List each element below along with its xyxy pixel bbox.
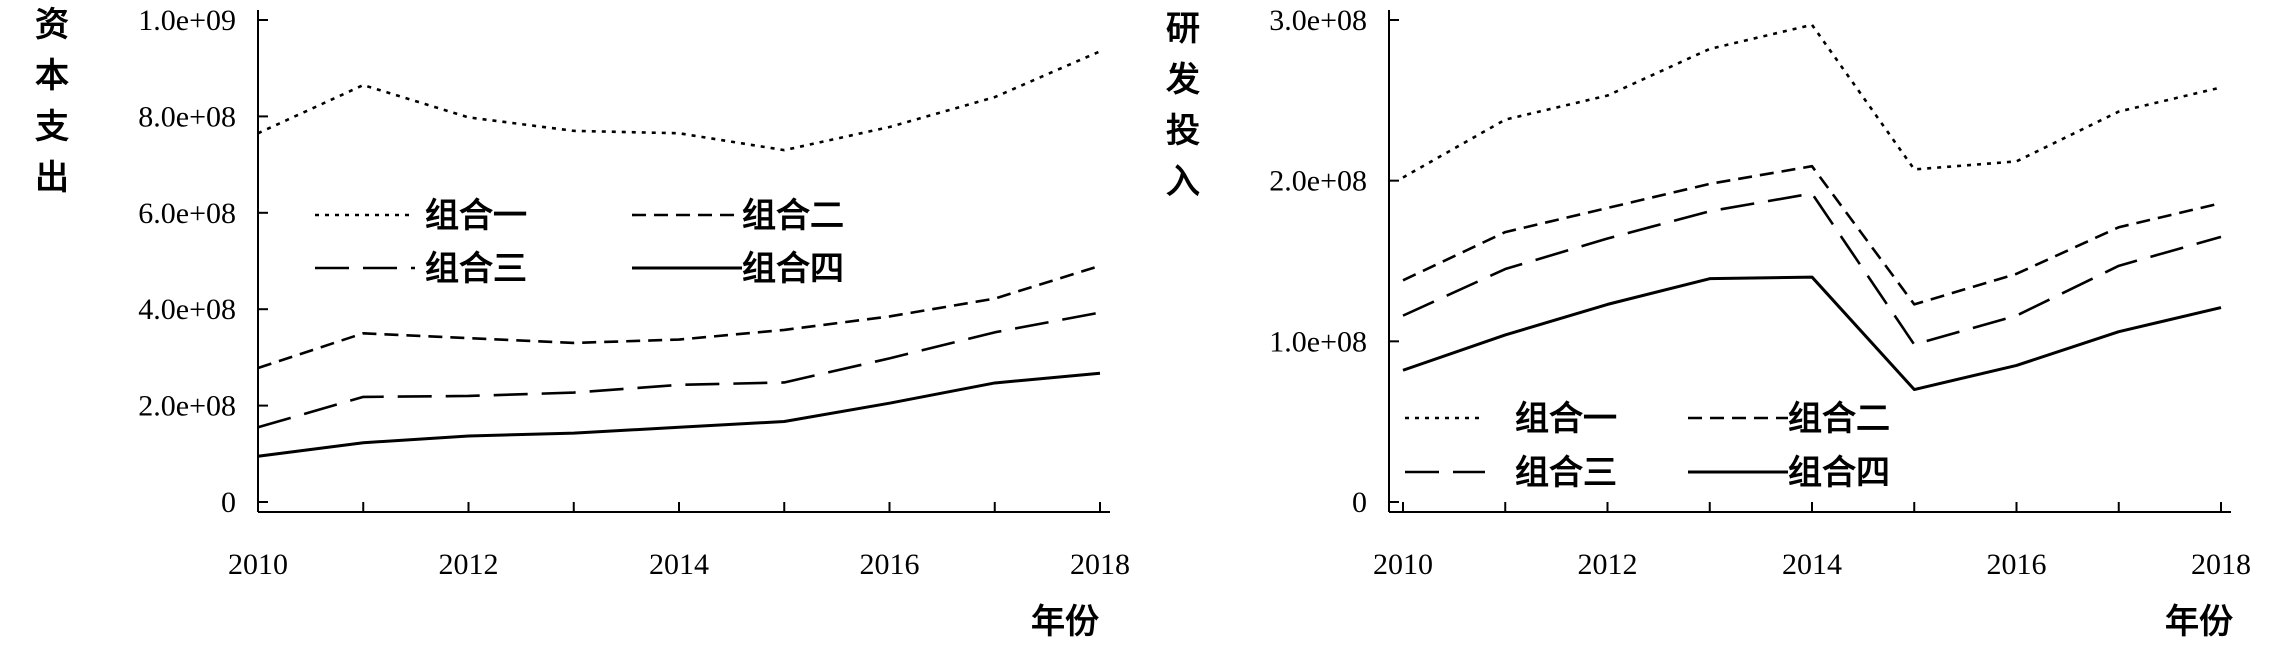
chart2-y-tick-label: 2.0e+08 — [1269, 165, 1367, 198]
chart2-y-tick-label: 0 — [1352, 486, 1367, 519]
chart2-y-axis-label-char: 入 — [1166, 164, 1200, 201]
chart1-x-tick-label: 2010 — [228, 548, 288, 581]
chart2-legend-label-3: 组合三 — [1515, 454, 1617, 492]
chart1-series-line-4 — [257, 371, 1101, 458]
chart1-x-tick-label: 2014 — [649, 548, 709, 581]
chart1-y-tick-label: 4.0e+08 — [138, 293, 236, 326]
chart1-y-tick-label: 1.0e+09 — [138, 4, 236, 37]
chart1-legend-label-4: 组合四 — [742, 250, 844, 288]
chart1-series-line-3 — [257, 311, 1101, 429]
chart1-y-tick-label: 6.0e+08 — [138, 197, 236, 230]
chart1-y-axis-label-char: 资 — [35, 6, 69, 44]
chart1-x-tick-label: 2016 — [860, 548, 920, 581]
chart1-y-axis-label-char: 本 — [35, 57, 69, 95]
chart1-y-tick-label: 8.0e+08 — [138, 100, 236, 133]
chart1-legend-label-1: 组合一 — [425, 197, 527, 235]
chart1-x-tick-label: 2018 — [1070, 548, 1130, 581]
chart2-legend-label-2: 组合二 — [1788, 400, 1890, 438]
chart2-y-tick-label: 3.0e+08 — [1269, 4, 1367, 37]
chart2-y-axis-label-char: 投 — [1166, 112, 1200, 150]
chart2-series-line-2 — [1402, 164, 2222, 306]
chart2-legend-label-1: 组合一 — [1515, 400, 1617, 438]
chart2-x-tick-label: 2018 — [2191, 548, 2251, 581]
chart2-y-axis-label-char: 发 — [1166, 61, 1200, 99]
chart2-series-line-3 — [1402, 192, 2222, 346]
chart1-series-line-2 — [257, 264, 1101, 370]
chart2-legend-label-4: 组合四 — [1788, 454, 1890, 492]
chart2-x-tick-label: 2012 — [1578, 548, 1638, 581]
chart2-series-line-4 — [1402, 275, 2222, 392]
chart2-y-axis-label-char: 研 — [1166, 11, 1200, 48]
chart1-legend-label-2: 组合二 — [742, 197, 844, 235]
chart1-y-axis-label-char: 出 — [35, 159, 69, 197]
chart1-y-tick-label: 2.0e+08 — [138, 390, 236, 423]
chart1-y-tick-label: 0 — [221, 486, 236, 519]
chart1-x-axis-label: 年份 — [1031, 603, 1099, 641]
chart2-y-tick-label: 1.0e+08 — [1269, 325, 1367, 358]
chart2-series-line-1 — [1402, 23, 2222, 179]
chart2-x-tick-label: 2010 — [1373, 548, 1433, 581]
chart1-y-axis-label-char: 支 — [35, 108, 69, 146]
chart2-x-tick-label: 2016 — [1987, 548, 2047, 581]
chart2-x-axis-label: 年份 — [2165, 603, 2233, 641]
chart2-x-tick-label: 2014 — [1782, 548, 1842, 581]
chart1-series-line-1 — [257, 50, 1101, 152]
chart1-x-tick-label: 2012 — [439, 548, 499, 581]
chart1-legend-label-3: 组合三 — [425, 250, 527, 288]
